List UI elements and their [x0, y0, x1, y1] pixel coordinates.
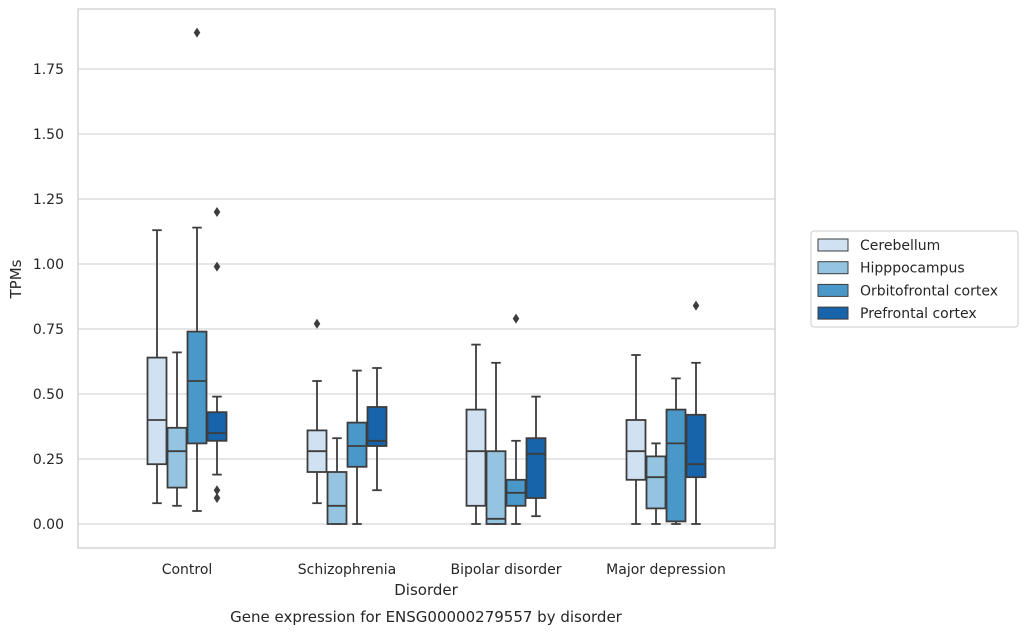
box-0-1	[306, 318, 328, 505]
box-iqr	[366, 406, 388, 447]
box-iqr	[665, 408, 687, 523]
x-tick-labels: Control Schizophrenia Bipolar disorder Majo…	[162, 562, 726, 578]
outlier-marker	[512, 313, 520, 324]
box-3-0	[206, 207, 228, 503]
y-tick-labels: 0.00 0.25 0.50 0.75 1.00 1.25 1.50 1.75	[33, 62, 64, 533]
plot-frame	[77, 8, 776, 549]
y-tick-label: 1.50	[33, 127, 64, 143]
y-tick-label: 0.50	[33, 387, 64, 403]
box-iqr	[346, 421, 368, 468]
legend-frame	[810, 230, 1019, 328]
box-2-0	[186, 27, 208, 512]
x-tick-label: Major depression	[606, 562, 726, 578]
box-iqr	[625, 419, 647, 481]
box-0-0	[146, 229, 168, 505]
box-iqr	[525, 437, 547, 499]
chart-caption: Gene expression for ENSG00000279557 by d…	[230, 608, 623, 626]
box-3-3	[685, 300, 707, 525]
x-tick-label: Control	[162, 562, 213, 578]
legend-label: Hipppocampus	[860, 261, 965, 277]
y-tick-label: 1.00	[33, 257, 64, 273]
box-2-2	[505, 313, 527, 525]
legend-swatch	[817, 306, 849, 320]
y-axis-label: TPMs	[7, 259, 25, 299]
legend-swatch	[817, 261, 849, 275]
outlier-marker	[313, 318, 321, 329]
box-1-1	[326, 437, 348, 525]
box-2-3	[665, 377, 687, 525]
box-iqr	[485, 450, 507, 525]
legend: Cerebellum Hipppocampus Orbitofrontal cort…	[810, 230, 1019, 328]
box-0-2	[465, 343, 487, 525]
box-3-2	[525, 395, 547, 518]
outlier-marker	[213, 207, 221, 217]
box-1-2	[485, 361, 507, 525]
box-2-1	[346, 369, 368, 525]
x-tick-label: Bipolar disorder	[450, 562, 561, 578]
x-axis-label: Disorder	[394, 581, 458, 599]
legend-label: Cerebellum	[860, 238, 940, 254]
box-iqr	[146, 356, 168, 466]
box-iqr	[166, 426, 188, 489]
legend-label: Orbitofrontal cortex	[860, 283, 998, 299]
box-iqr	[326, 471, 348, 525]
y-tick-label: 0.00	[33, 517, 64, 533]
outlier-marker	[692, 300, 700, 311]
y-tick-label: 0.75	[33, 322, 64, 338]
box-plot-series	[146, 27, 707, 525]
outlier-marker	[213, 261, 221, 272]
box-3-1	[366, 367, 388, 492]
box-iqr	[685, 413, 707, 479]
x-tick-label: Schizophrenia	[298, 562, 396, 578]
y-tick-label: 1.25	[33, 192, 64, 208]
y-tick-label: 0.25	[33, 452, 64, 468]
box-iqr	[186, 330, 208, 445]
outlier-marker	[213, 485, 221, 496]
legend-swatch	[817, 238, 849, 252]
box-iqr	[206, 411, 228, 442]
outlier-marker	[213, 493, 221, 503]
legend-label: Prefrontal cortex	[860, 306, 977, 322]
box-iqr	[465, 408, 487, 507]
box-0-3	[625, 354, 647, 525]
box-1-3	[645, 442, 667, 525]
box-1-0	[166, 351, 188, 507]
legend-swatch	[817, 283, 849, 297]
y-tick-label: 1.75	[33, 62, 64, 78]
box-iqr	[645, 455, 667, 510]
outlier-marker	[193, 27, 201, 38]
